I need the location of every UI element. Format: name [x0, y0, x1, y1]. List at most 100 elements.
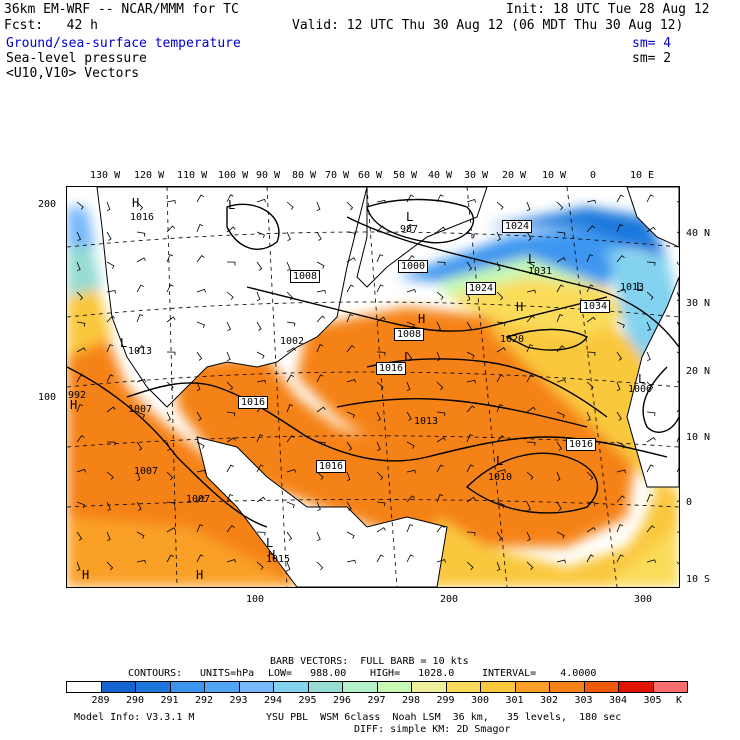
- wind-barb: [316, 406, 326, 413]
- pressure-box-label: 1008: [290, 270, 321, 283]
- pressure-box-label: 1016: [316, 460, 347, 473]
- wind-barb: [616, 351, 623, 361]
- high-pressure-marker: H: [70, 398, 78, 412]
- wind-barb: [496, 469, 506, 473]
- wind-barb: [196, 381, 201, 391]
- wind-barb: [106, 501, 111, 511]
- wind-barb: [436, 351, 441, 361]
- wind-barb: [466, 434, 474, 443]
- wind-barb: [526, 406, 536, 413]
- wind-barb: [526, 261, 535, 269]
- bottom-tick-label: 100: [246, 594, 265, 605]
- wind-barb: [226, 226, 236, 233]
- wind-barb: [376, 527, 386, 533]
- wind-barb: [106, 406, 116, 413]
- contours-label: CONTOURS:: [128, 668, 183, 679]
- colorbar-swatch: [66, 681, 102, 693]
- pressure-box-label: 1024: [466, 282, 497, 295]
- wind-barb: [466, 321, 472, 331]
- colorbar-tick-label: 297: [367, 695, 386, 706]
- colorbar-tick-label: 298: [401, 695, 421, 706]
- wind-barb: [316, 315, 325, 323]
- field-label-slp: Sea-level pressure: [6, 51, 147, 66]
- pressure-value-label: 1007: [128, 404, 153, 415]
- longitude-label: 70 W: [325, 170, 350, 181]
- wind-barb: [496, 404, 504, 413]
- latitude-label: 40 N: [686, 228, 711, 239]
- wind-barb: [76, 261, 81, 271]
- wind-barb: [196, 495, 205, 503]
- wind-barb: [616, 381, 621, 391]
- wind-barb: [346, 284, 354, 293]
- field-label-sst: Ground/sea-surface temperature: [6, 36, 241, 51]
- field-sm-sst: sm= 4: [632, 36, 672, 51]
- wind-barb: [376, 411, 381, 421]
- wind-barb: [196, 411, 202, 421]
- wind-barb: [256, 351, 265, 359]
- wind-barb: [646, 291, 654, 300]
- wind-barb: [136, 378, 146, 383]
- wind-barb: [406, 495, 415, 503]
- wind-barb: [586, 254, 594, 263]
- wind-barb: [256, 291, 261, 301]
- wind-barb: [76, 501, 85, 509]
- wind-barb: [196, 194, 204, 203]
- colorbar-swatch: [549, 681, 585, 693]
- wind-barb: [76, 561, 81, 571]
- contours-high: HIGH= 1028.0: [370, 668, 455, 679]
- wind-barb: [586, 225, 595, 233]
- wind-barb: [196, 554, 204, 563]
- wind-barb: [556, 201, 564, 211]
- wind-barb: [436, 291, 444, 300]
- wind-barb: [346, 201, 354, 211]
- wind-barb: [196, 441, 205, 449]
- wind-barb: [556, 411, 565, 419]
- wind-barb: [466, 199, 476, 203]
- colorbar-swatch: [169, 681, 205, 693]
- colorbar-swatch: [135, 681, 171, 693]
- longitude-label: 30 W: [464, 170, 489, 181]
- wind-barb: [646, 351, 651, 361]
- longitude-label: 10 W: [542, 170, 567, 181]
- wind-barb: [286, 501, 295, 509]
- wind-barb: [346, 345, 355, 353]
- longitude-label: 130 W: [90, 170, 121, 181]
- wind-barb: [496, 291, 504, 301]
- wind-barb: [436, 494, 444, 503]
- colorbar-tick-label: 296: [332, 695, 352, 706]
- wind-barb: [406, 194, 414, 203]
- pressure-value-label: 1031: [528, 266, 553, 277]
- wind-barb: [586, 471, 594, 481]
- low-pressure-marker: L: [638, 372, 646, 386]
- colorbar-tick-label: 305: [643, 695, 662, 706]
- latitude-label: 20 N: [686, 366, 711, 377]
- colorbar-tick-label: 302: [539, 695, 559, 706]
- wind-barb: [646, 381, 654, 391]
- wind-barb: [256, 321, 262, 331]
- wind-barb: [226, 194, 234, 203]
- field-sm-slp: sm= 2: [632, 51, 672, 66]
- wind-barb: [196, 321, 205, 329]
- wind-barb: [586, 199, 596, 204]
- wind-barb: [76, 347, 86, 353]
- wind-barb: [436, 381, 444, 391]
- colorbar-unit: K: [676, 695, 683, 706]
- pressure-box-label: 1024: [502, 220, 533, 233]
- wind-barb: [556, 531, 565, 539]
- pressure-value-label: 1002: [280, 336, 305, 347]
- wind-barb: [166, 284, 174, 293]
- wind-barb: [316, 344, 324, 353]
- wind-barb: [196, 469, 206, 474]
- wind-barb: [256, 496, 266, 503]
- wind-barb: [256, 531, 266, 536]
- wind-barb: [316, 561, 324, 571]
- wind-barb: [436, 559, 446, 563]
- colorbar-swatch: [411, 681, 447, 693]
- wind-barb: [346, 314, 354, 323]
- wind-barb: [586, 411, 591, 421]
- wind-barb: [526, 501, 531, 511]
- pressure-value-label: 1013: [128, 346, 153, 357]
- wind-barb: [346, 231, 356, 237]
- wind-barb: [76, 468, 86, 473]
- wind-barb: [346, 257, 356, 263]
